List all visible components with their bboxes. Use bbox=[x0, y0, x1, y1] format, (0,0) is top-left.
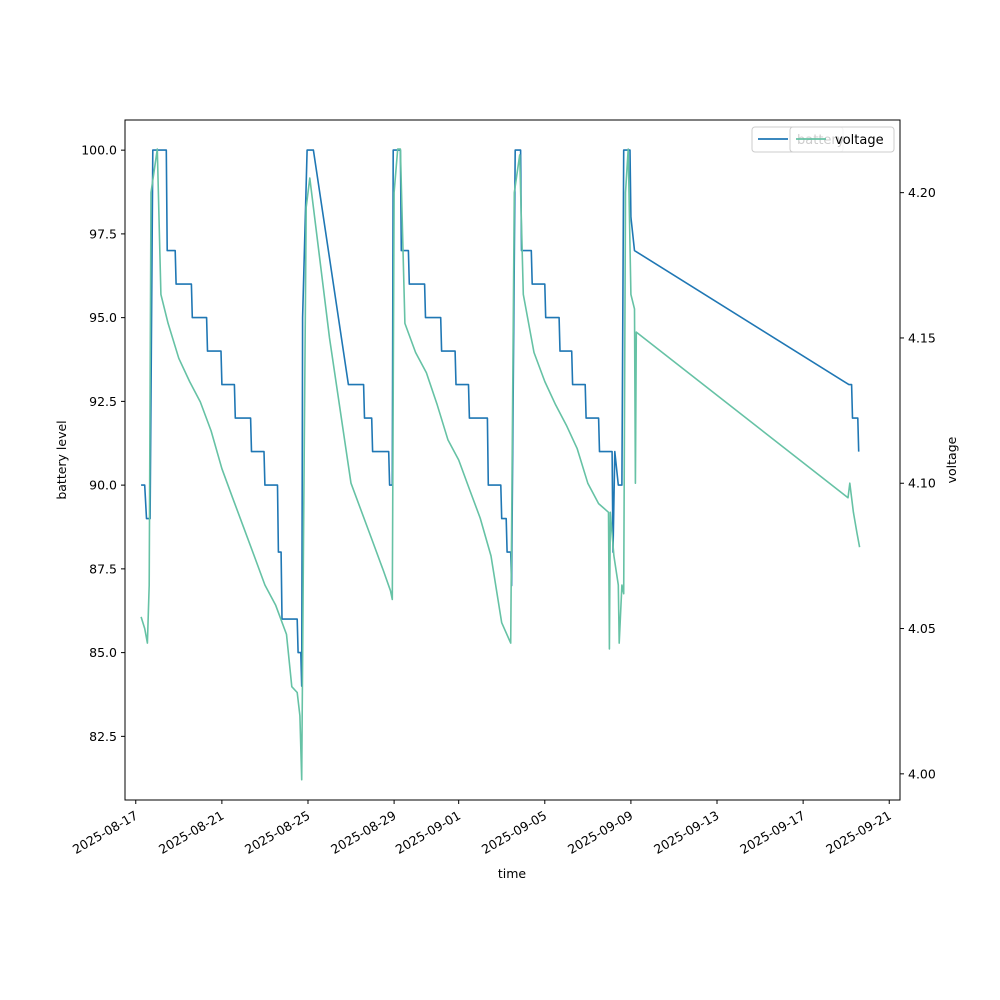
y-left-tick-label: 82.5 bbox=[89, 729, 117, 744]
plot-frame bbox=[124, 119, 901, 801]
legend-voltage-label: voltage bbox=[835, 133, 884, 148]
y-left-tick-label: 92.5 bbox=[89, 394, 117, 409]
y-left-tick-label: 100.0 bbox=[81, 143, 117, 158]
y-left-tick-label: 95.0 bbox=[89, 310, 117, 325]
y-left-tick-label: 85.0 bbox=[89, 645, 117, 660]
series-line-voltage bbox=[140, 148, 861, 781]
legend-voltage-box bbox=[789, 126, 895, 153]
y-right-tick-label: 4.05 bbox=[908, 621, 936, 636]
y-axis-right: 4.00 4.05 4.10 4.15 4.20 bbox=[900, 185, 936, 781]
y-left-tick-label: 97.5 bbox=[89, 226, 117, 241]
y-left-tick-label: 90.0 bbox=[89, 478, 117, 493]
series-layer bbox=[140, 148, 861, 781]
y-axis-left-title: battery level bbox=[54, 420, 69, 499]
x-axis-title: time bbox=[498, 866, 527, 881]
y-right-tick-label: 4.15 bbox=[908, 330, 936, 345]
y-right-tick-label: 4.00 bbox=[908, 766, 936, 781]
y-right-tick-label: 4.10 bbox=[908, 476, 936, 491]
y-left-tick-label: 87.5 bbox=[89, 561, 117, 576]
y-axis-left: 82.5 85.0 87.5 90.0 92.5 95.0 97.5 100.0 bbox=[81, 143, 125, 744]
series-line-battery bbox=[141, 149, 860, 687]
y-axis-right-title: voltage bbox=[944, 436, 959, 483]
legend-voltage: voltage bbox=[789, 126, 895, 153]
y-right-tick-label: 4.20 bbox=[908, 185, 936, 200]
